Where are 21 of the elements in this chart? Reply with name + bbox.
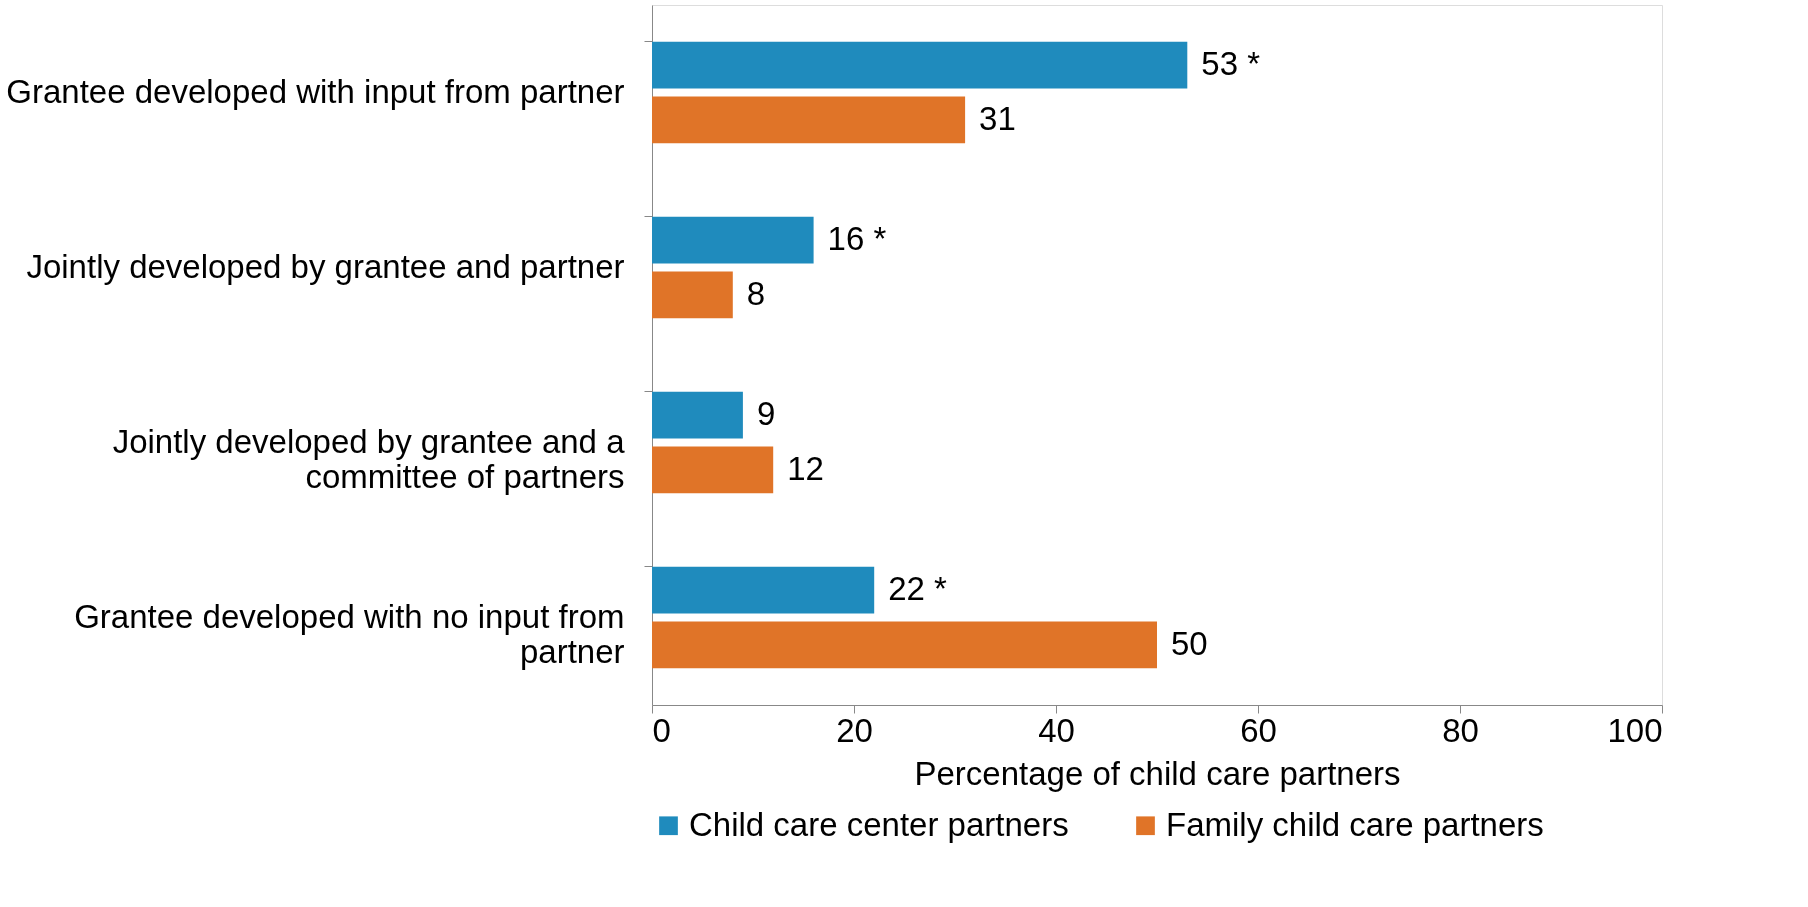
x-axis-title: Percentage of child care partners xyxy=(914,754,1401,792)
data-label: 9 xyxy=(756,395,776,433)
y-tick-label: Grantee developed with no input from partner xyxy=(74,597,625,670)
data-label: 53 * xyxy=(1201,45,1261,83)
legend-label: Family child care partners xyxy=(1166,805,1544,843)
x-tick-label: 40 xyxy=(1038,711,1075,749)
legend-label: Child care center partners xyxy=(689,805,1069,843)
x-tick-label: 0 xyxy=(652,711,671,749)
data-label: 12 xyxy=(787,449,824,487)
x-tick-label: 20 xyxy=(836,711,873,749)
y-tick-label: Jointly developed by grantee and partner xyxy=(26,247,625,285)
data-label: 8 xyxy=(746,274,766,312)
y-tick-label: Jointly developed by grantee and a committee of partners xyxy=(112,422,626,495)
data-label: 22 * xyxy=(888,570,948,608)
data-label: 31 xyxy=(979,99,1016,137)
x-tick-label: 80 xyxy=(1442,711,1479,749)
x-tick-label: 60 xyxy=(1240,711,1277,749)
x-tick-label: 100 xyxy=(1607,711,1663,749)
data-label: 16 * xyxy=(827,220,887,258)
y-tick-label: Grantee developed with input from partner xyxy=(6,72,625,110)
data-label: 50 xyxy=(1171,624,1208,662)
